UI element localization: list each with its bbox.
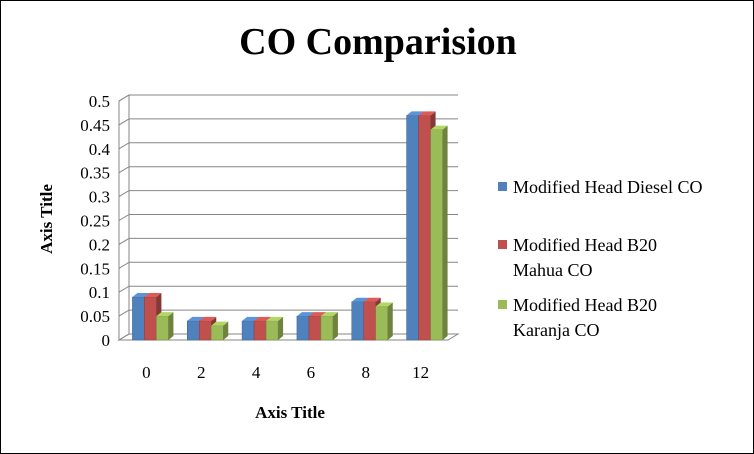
- bar-top: [187, 316, 205, 321]
- bar-top: [351, 297, 369, 302]
- gridline-depth: [118, 333, 130, 341]
- bar: [296, 315, 310, 341]
- bar-top: [375, 302, 393, 307]
- y-tick-label: 0.25: [80, 212, 110, 231]
- bar: [199, 320, 212, 341]
- legend-label: Karanja CO: [513, 320, 599, 340]
- x-tick-label: 8: [362, 363, 371, 382]
- bar: [253, 320, 267, 341]
- legend-label: Modified Head B20: [513, 235, 657, 255]
- gridline-depth: [118, 142, 130, 150]
- y-tick-label: 0.35: [80, 164, 110, 183]
- bar-top: [132, 292, 150, 297]
- legend-swatch: [498, 182, 507, 191]
- bar-side: [387, 302, 393, 340]
- bars: [132, 111, 448, 341]
- bar-top: [242, 316, 260, 321]
- bar-top: [199, 316, 217, 321]
- bar: [187, 320, 200, 341]
- bar: [375, 306, 388, 341]
- bar-top: [266, 316, 284, 321]
- bar-top: [144, 292, 162, 297]
- bar-top: [296, 312, 314, 317]
- bar-top: [406, 111, 424, 116]
- bar-top: [156, 312, 174, 317]
- bar-top: [308, 312, 326, 317]
- y-tick-label: 0.1: [89, 283, 110, 302]
- y-tick-label: 0.5: [89, 92, 110, 111]
- bar-top: [211, 321, 229, 326]
- gridline-depth: [118, 94, 130, 102]
- gridline-depth: [118, 166, 130, 174]
- bar-top: [320, 312, 338, 317]
- bar-side: [168, 312, 174, 340]
- legend-entry: Modified Head Diesel CO: [498, 177, 702, 197]
- bar: [308, 315, 322, 341]
- bar: [320, 315, 334, 341]
- x-axis-ticks: 0 2 4 6 8 12: [142, 363, 429, 382]
- gridline-depth: [118, 237, 130, 245]
- legend-label: Mahua CO: [513, 260, 593, 280]
- x-tick-label: 4: [252, 363, 261, 382]
- y-tick-label: 0.2: [89, 235, 110, 254]
- gridline-depth: [118, 190, 130, 198]
- legend-label: Modified Head B20: [513, 295, 657, 315]
- bar: [156, 315, 169, 341]
- legend-swatch: [498, 240, 507, 249]
- y-tick-label: 0.45: [80, 116, 110, 135]
- bar-side: [223, 321, 229, 340]
- gridline-depth: [118, 309, 130, 317]
- bar: [144, 296, 157, 341]
- gridline-depth: [118, 214, 130, 221]
- bar-side: [442, 125, 448, 341]
- x-axis-title: Axis Title: [255, 403, 325, 422]
- y-tick-label: 0: [102, 331, 111, 350]
- legend-swatch: [498, 300, 507, 309]
- bar: [265, 320, 279, 341]
- x-tick-label: 0: [142, 363, 151, 382]
- x-tick-label: 6: [307, 363, 316, 382]
- bar: [241, 320, 255, 341]
- chart-title: CO Comparision: [239, 21, 517, 63]
- bar: [406, 115, 419, 341]
- bar-side: [332, 312, 338, 340]
- bar: [211, 325, 224, 341]
- gridlines: [118, 94, 458, 341]
- legend-entry: Modified Head B20 Mahua CO: [498, 235, 657, 280]
- y-tick-label: 0.05: [80, 307, 110, 326]
- y-axis-title: Axis Title: [37, 184, 56, 254]
- bar-top: [430, 125, 448, 130]
- bar-top: [254, 316, 272, 321]
- x-tick-label: 2: [197, 363, 206, 382]
- gridline-depth: [118, 285, 130, 293]
- legend-entry: Modified Head B20 Karanja CO: [498, 295, 657, 340]
- legend: Modified Head Diesel CO Modified Head B20…: [498, 177, 702, 340]
- bar: [351, 301, 364, 341]
- legend-label: Modified Head Diesel CO: [513, 177, 702, 197]
- x-tick-label: 12: [412, 363, 429, 382]
- bar: [430, 129, 443, 341]
- y-tick-label: 0.4: [89, 140, 111, 159]
- gridline-depth: [118, 118, 130, 126]
- y-tick-label: 0.3: [89, 188, 110, 207]
- y-axis-ticks: 0 0.05 0.1 0.15 0.2 0.25 0.3 0.35 0.4 0.45 0.5: [80, 92, 110, 350]
- bar-top: [418, 111, 436, 116]
- gridline-depth: [118, 261, 130, 269]
- y-tick-label: 0.15: [80, 259, 110, 278]
- bar: [418, 115, 431, 341]
- bar-top: [363, 297, 381, 302]
- bar: [363, 301, 376, 341]
- bar-side: [278, 316, 284, 340]
- bar: [132, 296, 145, 341]
